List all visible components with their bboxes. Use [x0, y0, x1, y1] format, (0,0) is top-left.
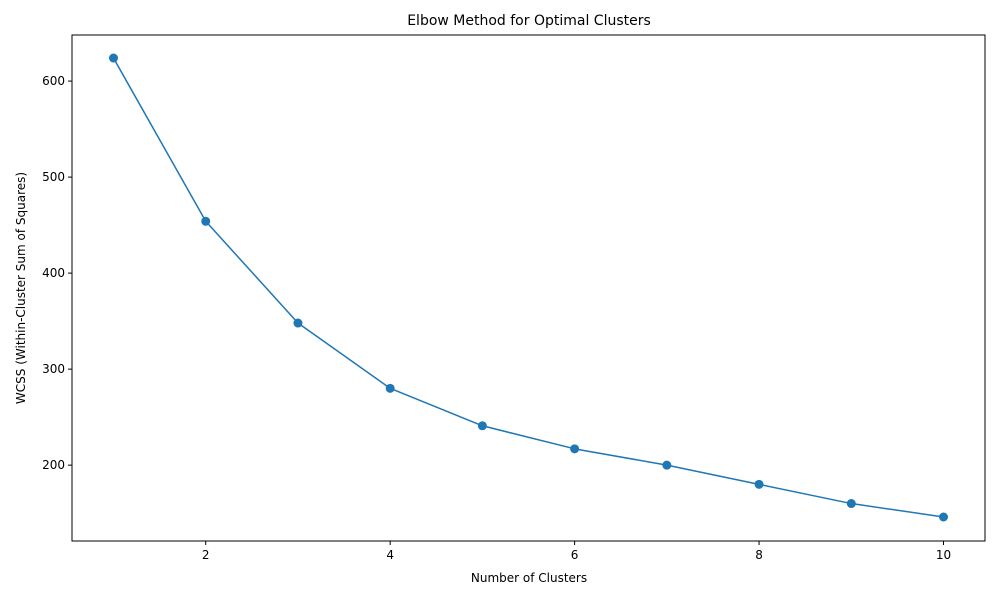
plot-area: 2 4 6 8 10 200 300 400 500 600	[42, 34, 986, 562]
data-point	[385, 383, 395, 393]
chart-title: Elbow Method for Optimal Clusters	[407, 13, 651, 29]
data-point	[570, 444, 580, 454]
x-axis-title: Number of Clusters	[471, 571, 587, 585]
y-axis-title: WCSS (Within-Cluster Sum of Squares)	[14, 172, 28, 404]
plot-frame	[71, 34, 986, 542]
x-tick-label: 6	[571, 548, 579, 562]
x-tick-label: 10	[936, 548, 951, 562]
y-tick-label: 500	[42, 170, 65, 184]
series-line	[112, 57, 944, 518]
x-tick-label: 2	[202, 548, 210, 562]
x-tick-label: 8	[755, 548, 763, 562]
y-tick-label: 400	[42, 266, 65, 280]
y-tick-label: 300	[42, 362, 65, 376]
data-point	[846, 499, 856, 509]
data-point	[662, 460, 672, 470]
x-tick-label: 4	[386, 548, 394, 562]
data-point	[477, 421, 487, 431]
y-tick-label: 600	[42, 74, 65, 88]
data-point	[201, 216, 211, 226]
data-point	[754, 479, 764, 489]
data-point	[293, 318, 303, 328]
y-tick-label: 200	[42, 458, 65, 472]
data-point	[109, 53, 118, 63]
data-point	[939, 512, 948, 522]
